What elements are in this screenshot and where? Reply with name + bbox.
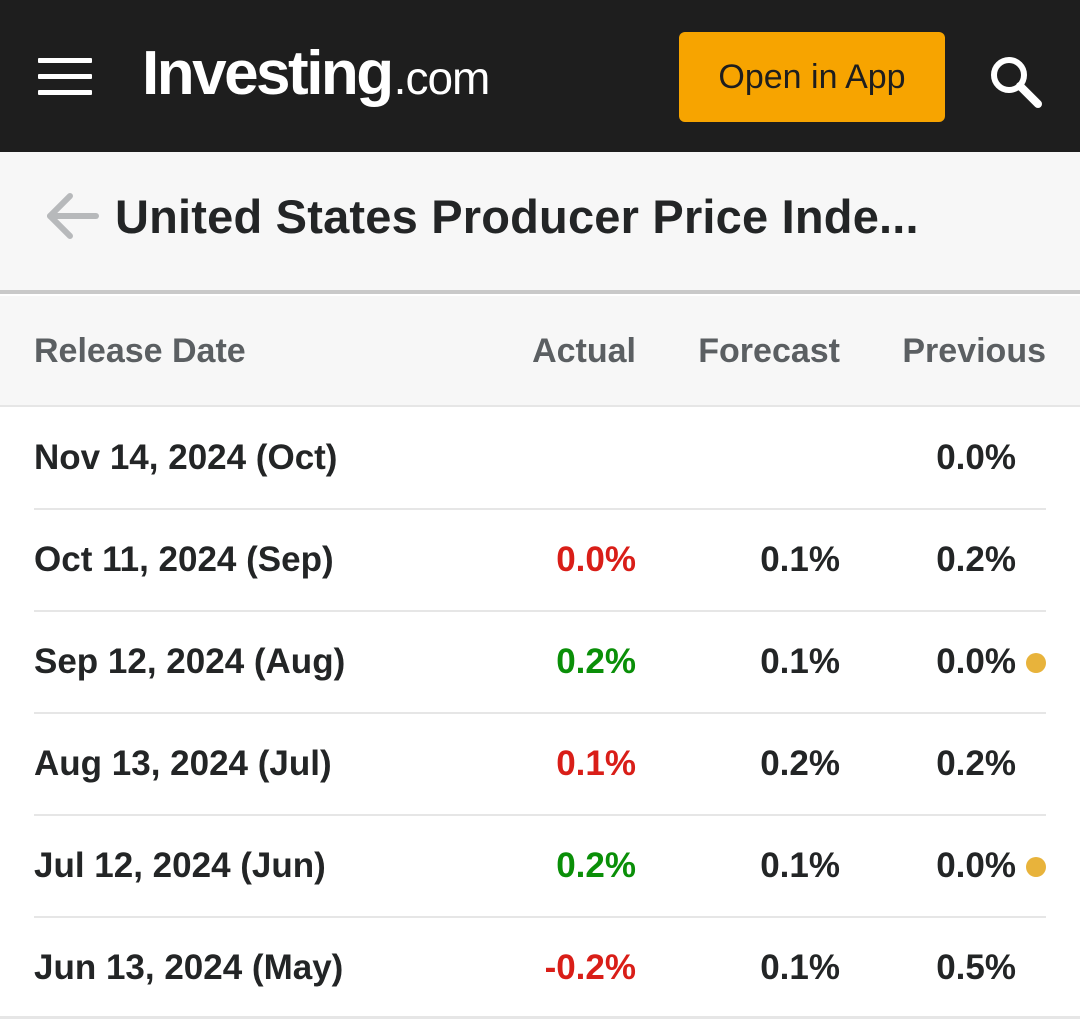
open-in-app-button[interactable]: Open in App	[679, 32, 945, 122]
row-divider	[34, 916, 1046, 918]
revision-dot-icon[interactable]	[1026, 653, 1046, 673]
forecast-cell: 0.1%	[760, 948, 840, 987]
previous-cell: 0.5%	[936, 948, 1016, 987]
logo-suffix: .com	[393, 52, 491, 104]
search-icon[interactable]	[984, 50, 1046, 112]
hamburger-line	[38, 90, 92, 95]
revision-dot-icon[interactable]	[1026, 857, 1046, 877]
actual-cell: 0.1%	[556, 744, 636, 783]
table-header	[0, 296, 1080, 407]
actual-cell: 0.2%	[556, 846, 636, 885]
logo-wordmark: Investing	[142, 39, 394, 108]
previous-cell: 0.0%	[936, 642, 1016, 681]
actual-cell: 0.2%	[556, 642, 636, 681]
page-title: United States Producer Price Inde...	[115, 190, 919, 243]
row-divider	[34, 712, 1046, 714]
previous-cell: 0.0%	[936, 846, 1016, 885]
column-header-actual[interactable]: Actual	[532, 332, 636, 370]
site-logo[interactable]: Investing .com	[142, 34, 490, 114]
row-divider	[34, 508, 1046, 510]
release-date-cell: Nov 14, 2024 (Oct)	[34, 438, 338, 477]
forecast-cell: 0.1%	[760, 846, 840, 885]
hamburger-line	[38, 74, 92, 79]
release-date-cell: Sep 12, 2024 (Aug)	[34, 642, 346, 681]
forecast-cell: 0.1%	[760, 642, 840, 681]
release-date-cell: Jun 13, 2024 (May)	[34, 948, 344, 987]
table-bottom-border	[0, 1016, 1080, 1019]
row-divider	[34, 610, 1046, 612]
previous-cell: 0.0%	[936, 438, 1016, 477]
title-bar	[0, 152, 1080, 294]
release-date-cell: Aug 13, 2024 (Jul)	[34, 744, 332, 783]
column-header-release-date[interactable]: Release Date	[34, 332, 246, 370]
column-header-forecast[interactable]: Forecast	[698, 332, 840, 370]
forecast-cell: 0.1%	[760, 540, 840, 579]
column-header-previous[interactable]: Previous	[902, 332, 1046, 370]
table-row: Jun 13, 2024 (May) -0.2% 0.1% 0.5%	[0, 918, 1080, 1020]
release-date-cell: Oct 11, 2024 (Sep)	[34, 540, 334, 579]
release-date-cell: Jul 12, 2024 (Jun)	[34, 846, 326, 885]
previous-cell: 0.2%	[936, 540, 1016, 579]
actual-cell: -0.2%	[544, 948, 636, 987]
table-row: Jul 12, 2024 (Jun) 0.2% 0.1% 0.0%	[0, 816, 1080, 918]
hamburger-line	[38, 58, 92, 63]
table-row: Oct 11, 2024 (Sep) 0.0% 0.1% 0.2%	[0, 510, 1080, 612]
table-row: Nov 14, 2024 (Oct) 0.0%	[0, 408, 1080, 510]
actual-cell: 0.0%	[556, 540, 636, 579]
previous-cell: 0.2%	[936, 744, 1016, 783]
table-row: Aug 13, 2024 (Jul) 0.1% 0.2% 0.2%	[0, 714, 1080, 816]
row-divider	[34, 814, 1046, 816]
hamburger-menu-icon[interactable]	[38, 58, 92, 96]
back-arrow-icon[interactable]	[44, 190, 100, 242]
table-row: Sep 12, 2024 (Aug) 0.2% 0.1% 0.0%	[0, 612, 1080, 714]
forecast-cell: 0.2%	[760, 744, 840, 783]
